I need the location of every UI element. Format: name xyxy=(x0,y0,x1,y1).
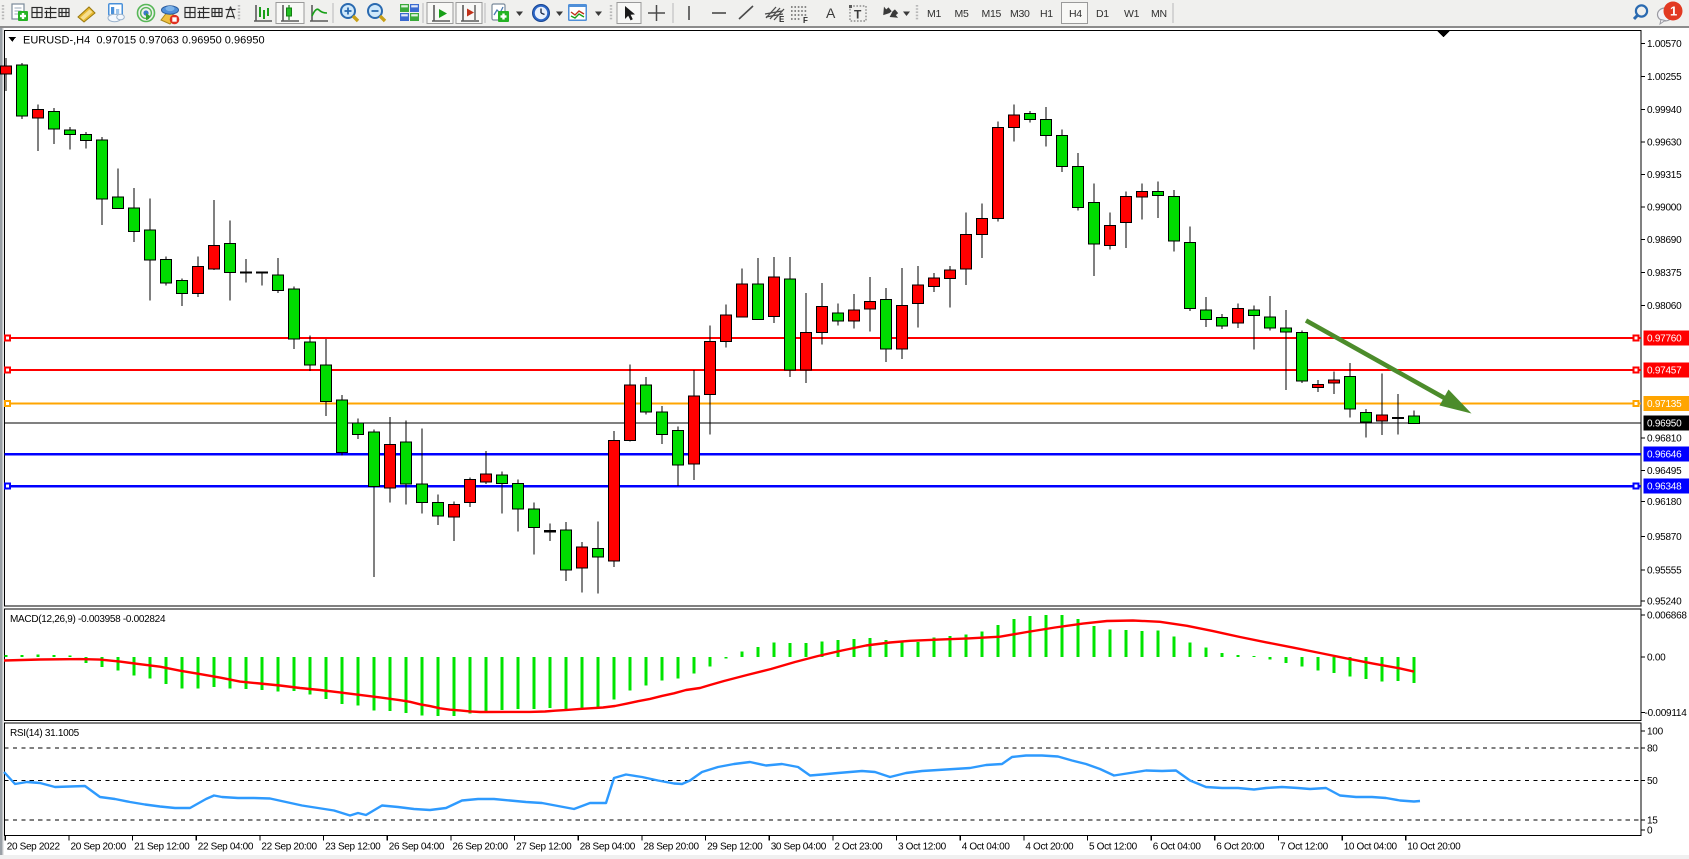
svg-text:0.99315: 0.99315 xyxy=(1647,170,1682,181)
svg-text:21 Sep 12:00: 21 Sep 12:00 xyxy=(134,842,190,853)
svg-text:6 Oct 04:00: 6 Oct 04:00 xyxy=(1153,842,1202,853)
svg-text:H4: H4 xyxy=(1069,8,1082,20)
svg-text:A: A xyxy=(826,5,836,21)
svg-text:1: 1 xyxy=(1670,4,1677,19)
svg-text:M15: M15 xyxy=(982,8,1002,20)
svg-text:0: 0 xyxy=(1647,826,1653,837)
svg-text:0.96180: 0.96180 xyxy=(1647,497,1682,508)
svg-text:0.98690: 0.98690 xyxy=(1647,235,1682,246)
svg-text:0.96646: 0.96646 xyxy=(1647,450,1682,461)
svg-text:3 Oct 12:00: 3 Oct 12:00 xyxy=(898,842,947,853)
svg-text:23 Sep 12:00: 23 Sep 12:00 xyxy=(325,842,381,853)
svg-text:28 Sep 04:00: 28 Sep 04:00 xyxy=(580,842,636,853)
svg-text:4 Oct 20:00: 4 Oct 20:00 xyxy=(1025,842,1074,853)
svg-text:E: E xyxy=(779,15,785,24)
svg-text:100: 100 xyxy=(1647,727,1664,738)
svg-text:MACD(12,26,9) -0.003958 -0.002: MACD(12,26,9) -0.003958 -0.002824 xyxy=(10,614,166,625)
svg-text:0.99000: 0.99000 xyxy=(1647,203,1682,214)
svg-text:0.97457: 0.97457 xyxy=(1647,366,1682,377)
svg-text:0.006868: 0.006868 xyxy=(1647,611,1687,622)
svg-text:30 Sep 04:00: 30 Sep 04:00 xyxy=(771,842,827,853)
svg-text:1.00570: 1.00570 xyxy=(1647,39,1682,50)
svg-text:0.95555: 0.95555 xyxy=(1647,566,1682,577)
svg-text:M30: M30 xyxy=(1010,8,1030,20)
svg-text:4 Oct 04:00: 4 Oct 04:00 xyxy=(962,842,1011,853)
svg-text:T: T xyxy=(854,8,862,22)
svg-text:0.96495: 0.96495 xyxy=(1647,466,1682,477)
svg-text:F: F xyxy=(803,16,808,25)
svg-text:0.96810: 0.96810 xyxy=(1647,434,1682,445)
svg-text:0.96950: 0.96950 xyxy=(1647,418,1682,429)
svg-text:7 Oct 12:00: 7 Oct 12:00 xyxy=(1280,842,1329,853)
svg-text:10 Oct 04:00: 10 Oct 04:00 xyxy=(1344,842,1398,853)
svg-text:0.98375: 0.98375 xyxy=(1647,268,1682,279)
svg-text:29 Sep 12:00: 29 Sep 12:00 xyxy=(707,842,763,853)
svg-text:26 Sep 04:00: 26 Sep 04:00 xyxy=(389,842,445,853)
svg-text:5 Oct 12:00: 5 Oct 12:00 xyxy=(1089,842,1138,853)
svg-text:H1: H1 xyxy=(1040,8,1053,20)
svg-text:50: 50 xyxy=(1647,776,1658,787)
svg-text:EURUSD-,H4 0.97015 0.97063 0.: EURUSD-,H4 0.97015 0.97063 0.96950 0.969… xyxy=(23,35,265,47)
svg-text:20 Sep 2022: 20 Sep 2022 xyxy=(7,842,61,853)
svg-text:2 Oct 23:00: 2 Oct 23:00 xyxy=(834,842,883,853)
svg-text:0.97760: 0.97760 xyxy=(1647,333,1682,344)
svg-text:22 Sep 04:00: 22 Sep 04:00 xyxy=(198,842,254,853)
svg-text:D1: D1 xyxy=(1096,8,1109,20)
svg-text:RSI(14) 31.1005: RSI(14) 31.1005 xyxy=(10,728,80,739)
svg-text:M5: M5 xyxy=(955,8,969,20)
svg-text:0.98060: 0.98060 xyxy=(1647,301,1682,312)
svg-text:28 Sep 20:00: 28 Sep 20:00 xyxy=(643,842,699,853)
svg-text:W1: W1 xyxy=(1124,8,1140,20)
svg-text:0.95870: 0.95870 xyxy=(1647,532,1682,543)
svg-text:80: 80 xyxy=(1647,743,1658,754)
svg-text:MN: MN xyxy=(1151,8,1167,20)
svg-text:27 Sep 12:00: 27 Sep 12:00 xyxy=(516,842,572,853)
svg-text:0.00: 0.00 xyxy=(1647,653,1666,664)
svg-text:1.00255: 1.00255 xyxy=(1647,72,1682,83)
svg-text:0.96348: 0.96348 xyxy=(1647,482,1682,493)
svg-text:0.97135: 0.97135 xyxy=(1647,399,1682,410)
svg-text:0.99630: 0.99630 xyxy=(1647,138,1682,149)
svg-text:6 Oct 20:00: 6 Oct 20:00 xyxy=(1216,842,1265,853)
svg-text:22 Sep 20:00: 22 Sep 20:00 xyxy=(261,842,317,853)
svg-text:-0.009114: -0.009114 xyxy=(1645,708,1688,719)
svg-text:15: 15 xyxy=(1647,815,1658,826)
svg-text:10 Oct 20:00: 10 Oct 20:00 xyxy=(1407,842,1461,853)
svg-text:0.99940: 0.99940 xyxy=(1647,105,1682,116)
svg-text:M1: M1 xyxy=(927,8,941,20)
svg-text:0.95240: 0.95240 xyxy=(1647,597,1682,608)
svg-text:20 Sep 20:00: 20 Sep 20:00 xyxy=(71,842,127,853)
svg-text:26 Sep 20:00: 26 Sep 20:00 xyxy=(452,842,508,853)
